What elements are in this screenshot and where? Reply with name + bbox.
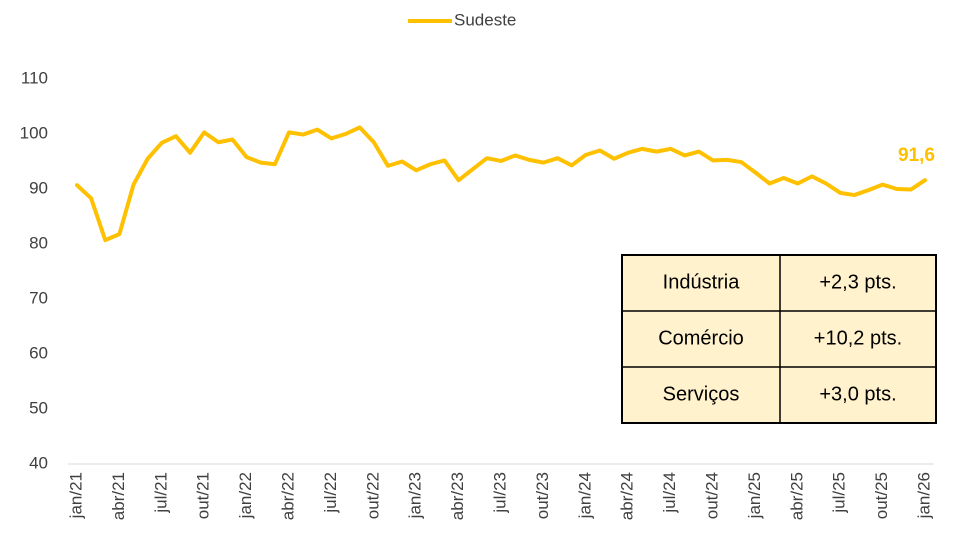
table-cell: Serviços <box>663 383 740 405</box>
x-tick-label: jan/25 <box>745 472 764 519</box>
table-cell: +2,3 pts. <box>819 271 896 293</box>
x-tick-label: jul/23 <box>490 472 509 514</box>
x-tick-label: jan/24 <box>575 472 594 519</box>
line <box>75 125 927 243</box>
x-tick-label: out/24 <box>702 472 721 519</box>
x-tick-label: out/25 <box>872 472 891 519</box>
x-tick-label: abr/25 <box>787 472 806 520</box>
x-tick-label: jan/21 <box>66 472 85 519</box>
y-tick-label: 80 <box>29 233 48 252</box>
table-cell: +10,2 pts. <box>814 327 902 349</box>
x-tick-label: abr/24 <box>618 472 637 520</box>
data-label: 91,6 <box>898 145 935 166</box>
x-tick-label: jul/25 <box>830 472 849 514</box>
x-tick-label: jan/22 <box>236 472 255 519</box>
table-cell: Indústria <box>663 271 741 293</box>
y-tick-label: 60 <box>29 343 48 362</box>
x-tick-label: jul/22 <box>321 472 340 514</box>
x-tick-label: abr/23 <box>448 472 467 520</box>
y-tick-label: 50 <box>29 398 48 417</box>
table-cell: Comércio <box>658 327 744 349</box>
y-tick-label: 110 <box>21 68 48 87</box>
x-tick-label: abr/21 <box>109 472 128 520</box>
y-tick-label: 90 <box>29 178 48 197</box>
x-tick-label: jul/21 <box>151 472 170 514</box>
y-tick-label: 100 <box>20 123 48 142</box>
x-tick-label: jan/26 <box>914 472 933 519</box>
x-tick-label: abr/22 <box>278 472 297 520</box>
table-frame <box>621 254 937 424</box>
y-tick-label: 40 <box>29 453 48 472</box>
x-tick-label: out/21 <box>194 472 213 519</box>
table-cell: +3,0 pts. <box>819 383 896 405</box>
x-tick-label: jan/23 <box>406 472 425 519</box>
legend-label: Sudeste <box>454 10 516 29</box>
x-tick-label: out/23 <box>533 472 552 519</box>
y-tick-label: 70 <box>29 288 48 307</box>
x-tick-label: out/22 <box>363 472 382 519</box>
x-tick-label: jul/24 <box>660 472 679 514</box>
